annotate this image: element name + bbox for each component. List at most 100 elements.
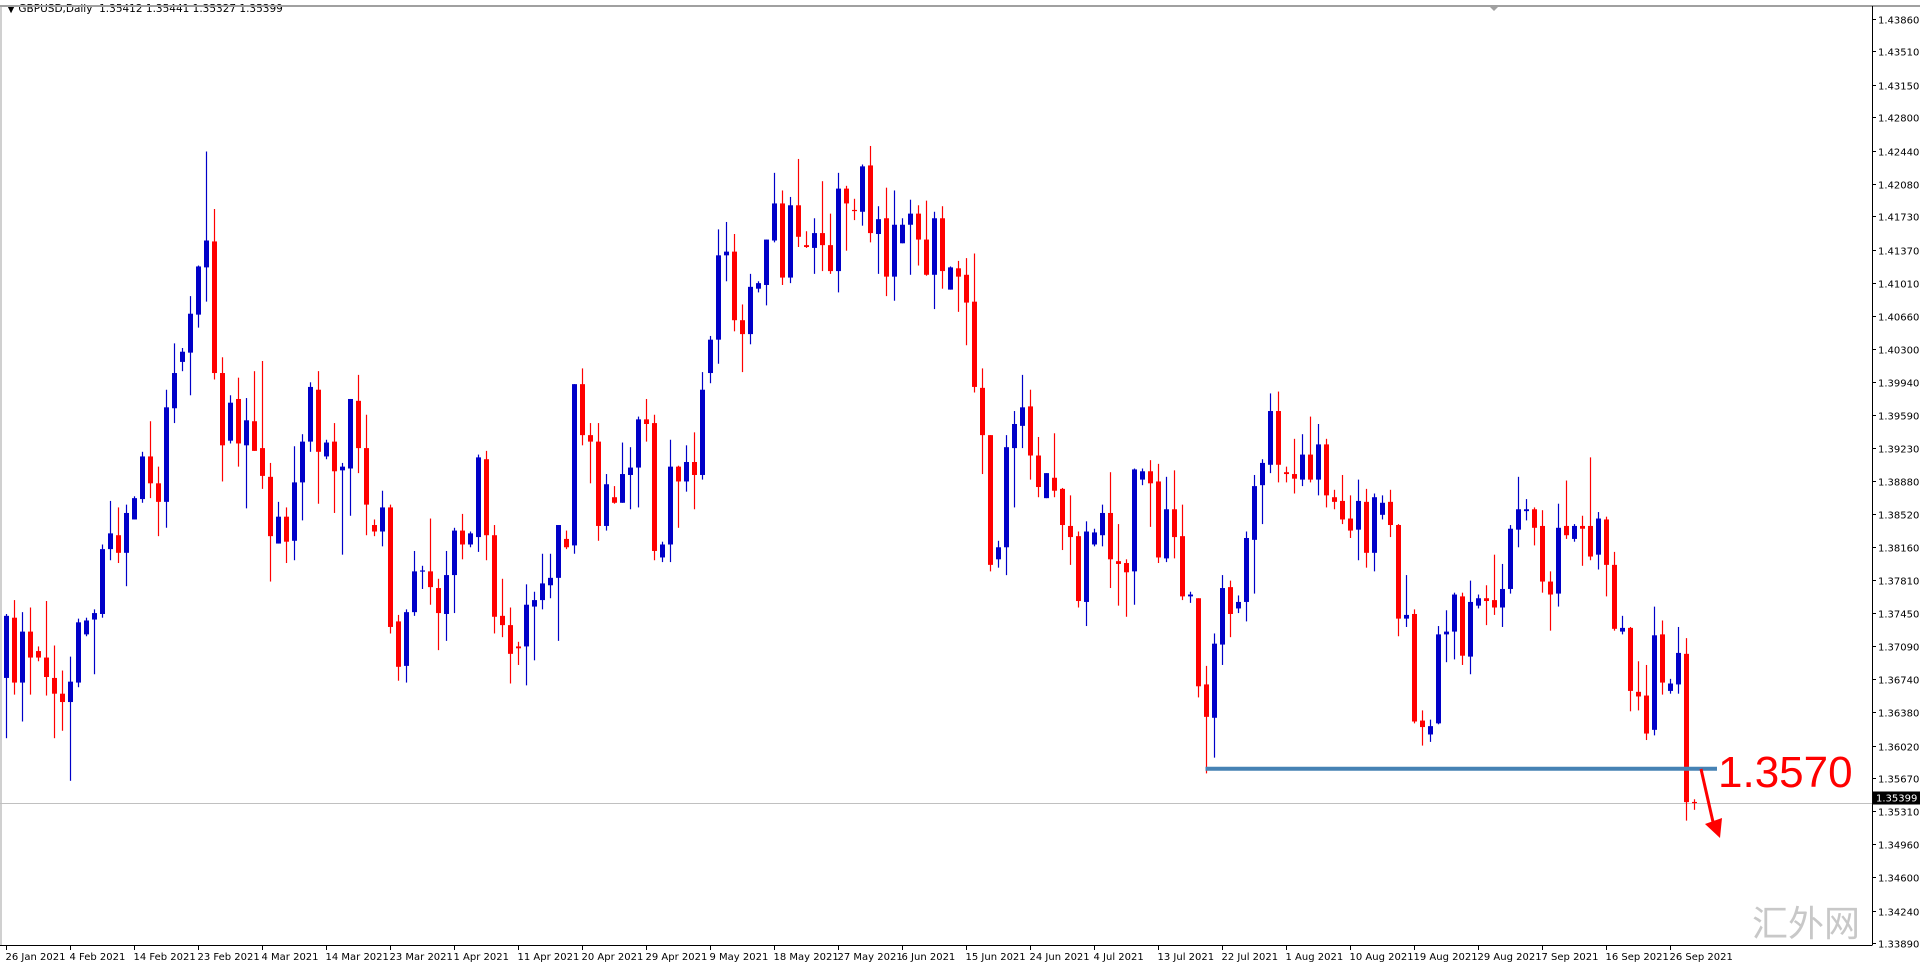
watermark-logo: 汇外网 <box>1752 904 1860 945</box>
bull-candle <box>1404 575 1409 627</box>
bear-candle <box>1068 495 1073 565</box>
bear-candle <box>1324 438 1329 508</box>
candle-body <box>876 219 881 235</box>
price-tick-label: 1.36020 <box>1878 743 1919 754</box>
candle-body <box>484 459 489 536</box>
price-axis: 1.43860 1.43510 1.43150 1.42800 1.42440 1.420… <box>1872 16 1919 951</box>
candle-body <box>1580 525 1585 529</box>
candle-body <box>772 203 777 241</box>
candle-body <box>1436 634 1441 724</box>
date-tick-label: 15 Jun 2021 <box>966 952 1026 963</box>
price-tick-label: 1.36740 <box>1878 676 1919 687</box>
candle-body <box>76 622 81 683</box>
triangle-down-icon[interactable]: ▼ <box>7 3 16 15</box>
date-tick-label: 10 Aug 2021 <box>1350 952 1414 963</box>
bull-candle <box>548 553 553 599</box>
candle-body <box>1396 525 1401 619</box>
bull-candle <box>756 281 761 293</box>
candle-body <box>164 407 169 502</box>
bear-candle <box>1284 466 1289 483</box>
candle-body <box>460 530 465 545</box>
bear-candle <box>1028 389 1033 480</box>
date-tick-label: 11 Apr 2021 <box>518 952 580 963</box>
bear-candle <box>316 371 321 504</box>
date-tick-label: 24 Jun 2021 <box>1030 952 1090 963</box>
bear-candle <box>1180 504 1185 601</box>
bull-candle <box>1668 678 1673 694</box>
candle-body <box>468 533 473 545</box>
bull-candle <box>1652 606 1657 736</box>
candle-body <box>196 266 201 315</box>
bull-candle <box>1236 595 1241 614</box>
bull-candle <box>1100 504 1105 547</box>
date-tick-label: 20 Apr 2021 <box>582 952 644 963</box>
bear-candle <box>1644 664 1649 741</box>
candle-body <box>156 483 161 502</box>
bear-candle <box>956 260 961 312</box>
price-tick-label: 1.38160 <box>1878 544 1919 555</box>
bear-candle <box>1228 580 1233 638</box>
date-tick-label: 27 May 2021 <box>838 952 903 963</box>
candle-body <box>868 165 873 234</box>
bull-candle <box>604 474 609 531</box>
bull-candle <box>420 565 425 589</box>
candle-body <box>1348 518 1353 531</box>
bull-candle <box>812 218 817 274</box>
bull-candle <box>244 398 249 509</box>
bull-candle <box>876 206 881 274</box>
candle-body <box>4 615 9 678</box>
bull-candle <box>228 395 233 444</box>
bull-candle <box>348 398 353 516</box>
bull-candle <box>1212 633 1217 758</box>
bull-candle <box>1020 374 1025 449</box>
bull-candle <box>996 540 1001 568</box>
candle-body <box>1404 614 1409 619</box>
price-tick-label: 1.39940 <box>1878 379 1919 390</box>
candle-body <box>492 535 497 617</box>
bull-candle <box>748 273 753 345</box>
candle-body <box>308 386 313 442</box>
bear-candle <box>500 578 505 638</box>
bull-candle <box>412 550 417 616</box>
candle-body <box>1284 472 1289 475</box>
candle-body <box>804 245 809 247</box>
candle-body <box>1420 720 1425 728</box>
candle-body <box>220 373 225 446</box>
date-tick-label: 14 Mar 2021 <box>326 952 389 963</box>
bear-candle <box>732 234 737 332</box>
candle-body <box>292 482 297 541</box>
candle-body <box>1036 455 1041 488</box>
bear-candle <box>644 398 649 442</box>
candle-body <box>252 421 257 451</box>
bear-candle <box>676 465 681 528</box>
candle-body <box>540 583 545 601</box>
bear-candle <box>252 371 257 451</box>
candle-body <box>916 213 921 240</box>
bull-candle <box>1436 626 1441 725</box>
candle-body <box>1308 454 1313 480</box>
bear-candle <box>1172 470 1177 559</box>
bull-candle <box>772 172 777 243</box>
candle-body <box>1652 635 1657 730</box>
candle-body <box>1628 627 1633 691</box>
candle-body <box>1532 509 1537 528</box>
candle-body <box>1676 652 1681 685</box>
date-tick-label: 6 Jun 2021 <box>902 952 956 963</box>
price-tick-label: 1.38520 <box>1878 511 1919 522</box>
bull-candle <box>308 382 313 452</box>
bull-candle <box>1676 626 1681 694</box>
price-tick-label: 1.36380 <box>1878 709 1919 720</box>
candle-body <box>1252 486 1257 540</box>
bull-candle <box>124 504 129 587</box>
bear-candle <box>236 377 241 467</box>
candle-body <box>348 398 353 469</box>
bear-candle <box>148 421 153 499</box>
bear-candle <box>940 206 945 289</box>
bear-candle <box>804 231 809 248</box>
date-tick-label: 4 Feb 2021 <box>70 952 126 963</box>
bull-candle <box>340 462 345 555</box>
chart-shift-marker-icon[interactable] <box>1489 6 1499 11</box>
bear-candle <box>820 181 825 272</box>
candle-body <box>1188 594 1193 597</box>
